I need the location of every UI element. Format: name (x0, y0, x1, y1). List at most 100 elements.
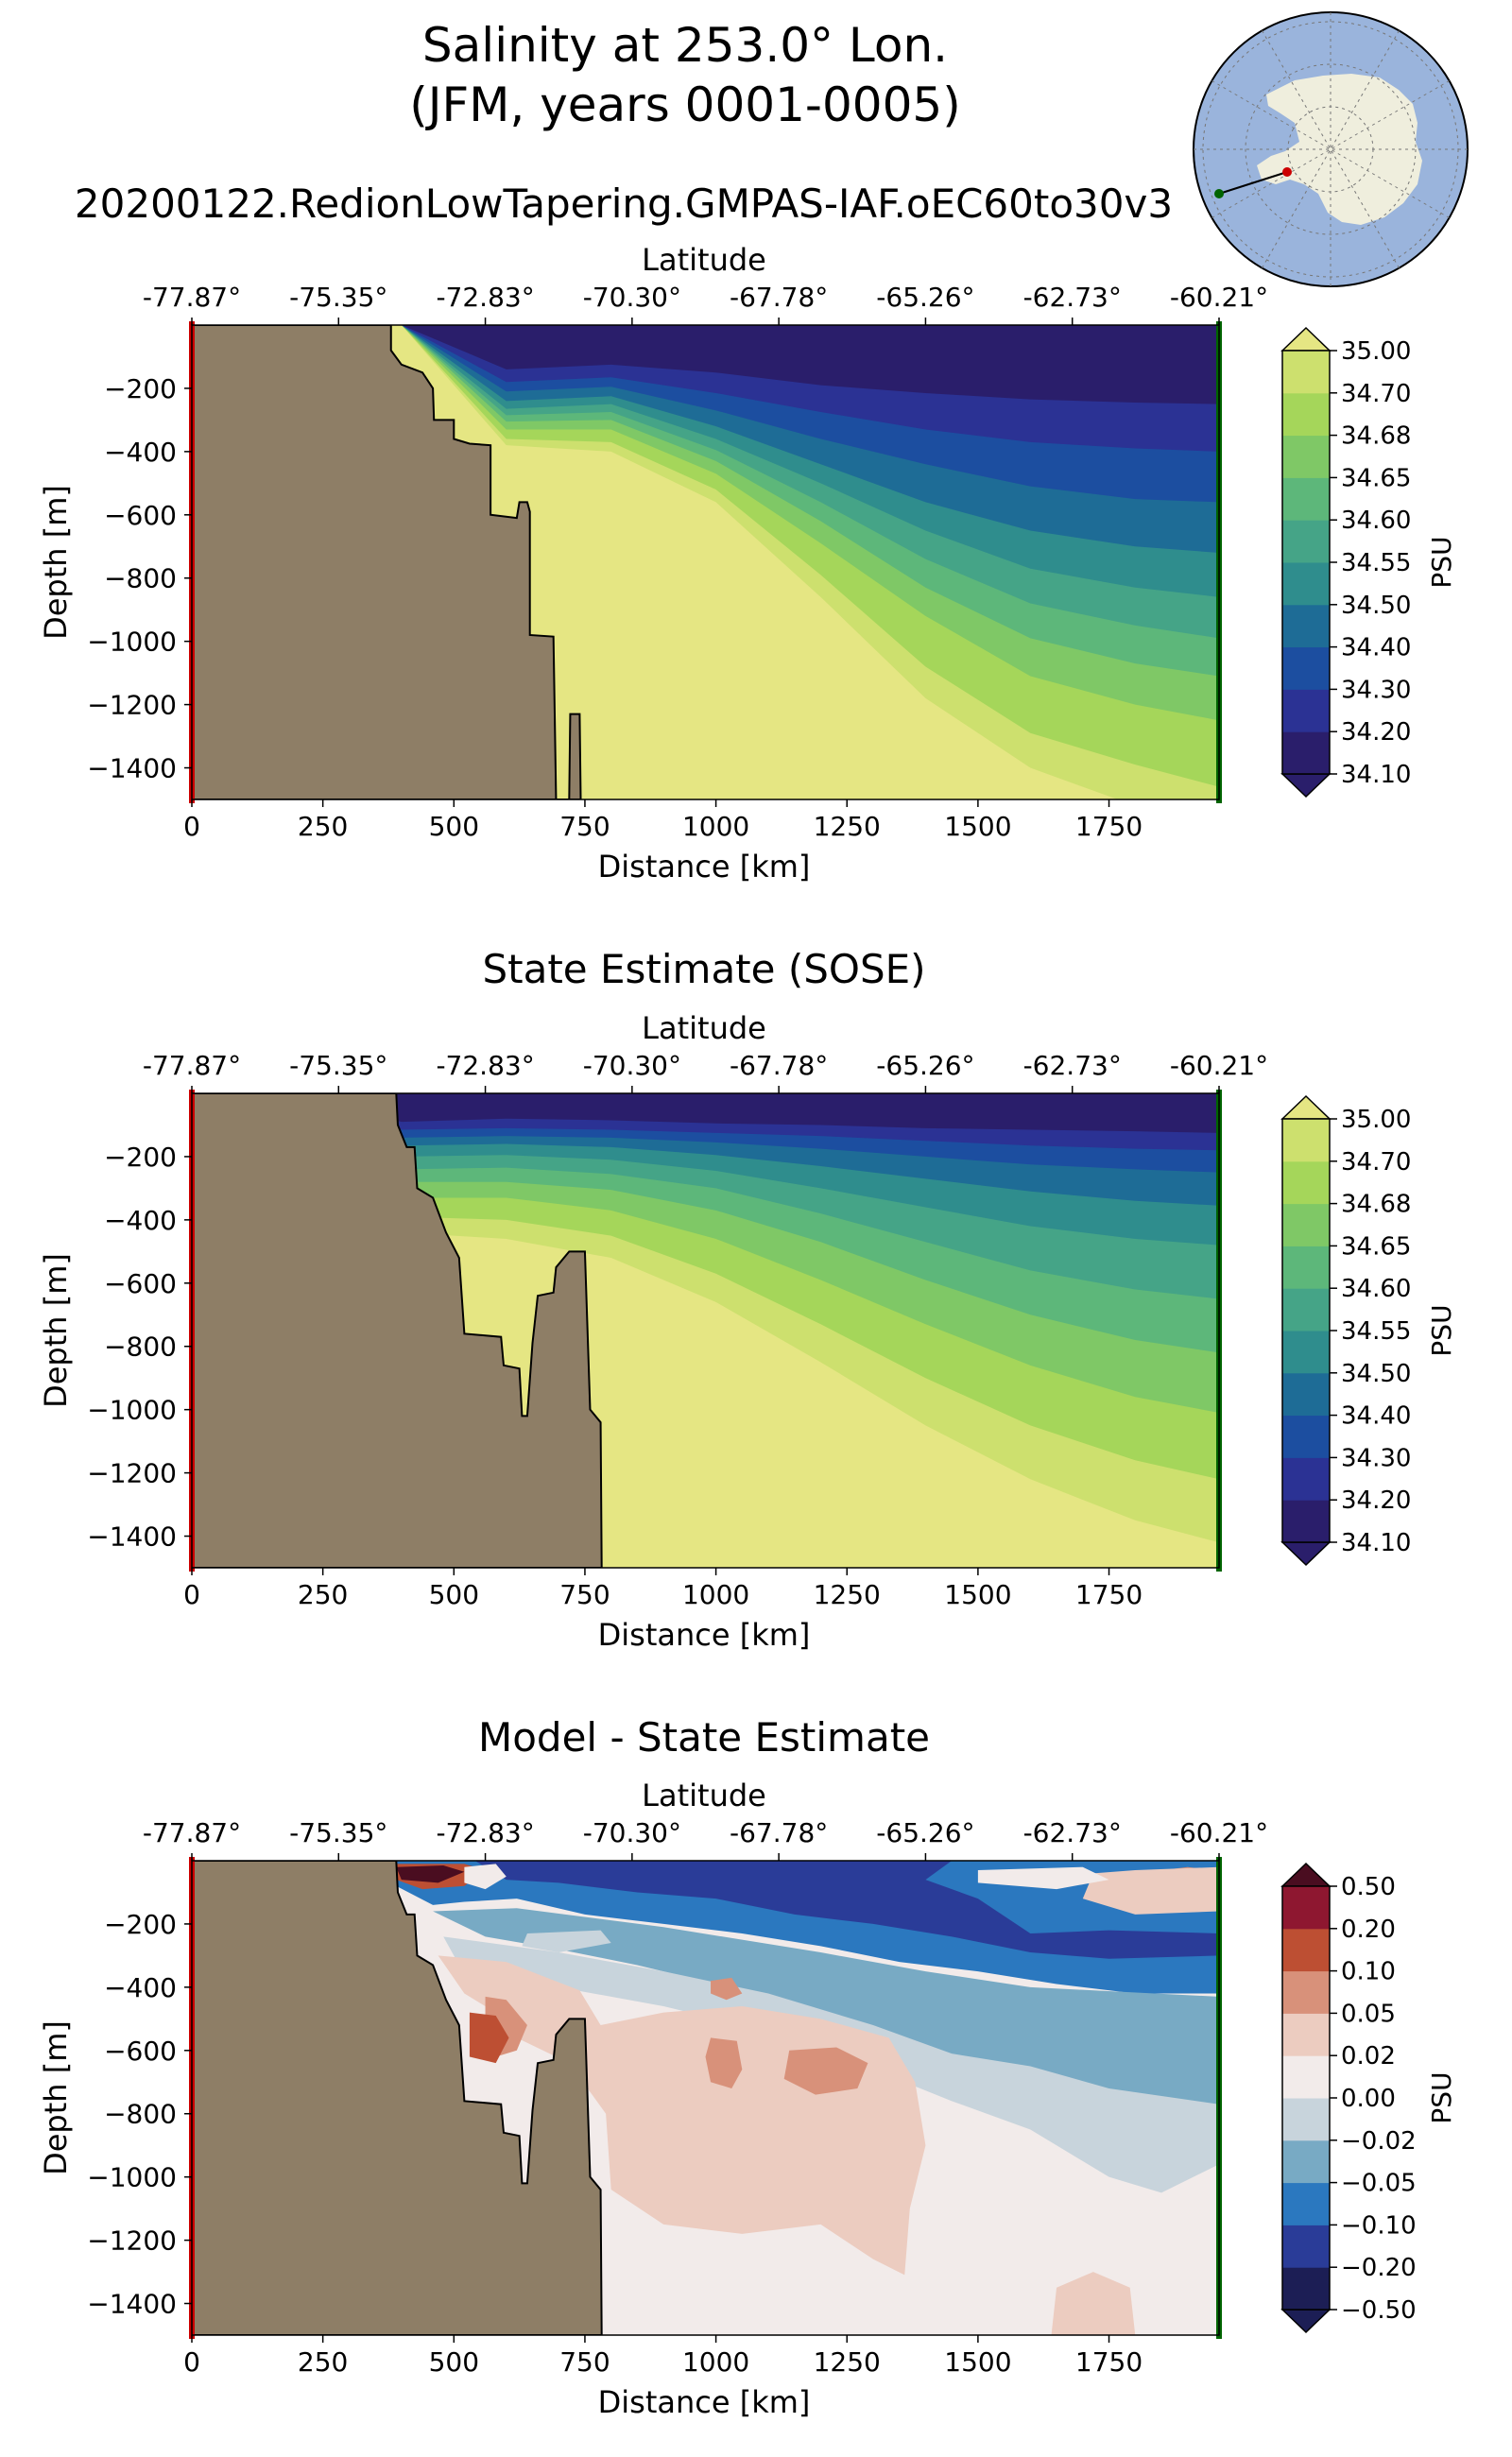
y-tick-label: −1200 (87, 690, 177, 721)
y-tick-label: −1200 (87, 1458, 177, 1489)
lat-tick-label: -60.21° (1170, 1050, 1268, 1081)
colorbar-swatch (1282, 1372, 1330, 1417)
colorbar-tick-label: −0.50 (1341, 2296, 1417, 2325)
x-tick-label: 500 (429, 2346, 479, 2378)
colorbar-label: PSU (1426, 2071, 1457, 2123)
y-tick-label: −200 (104, 373, 177, 404)
y-tick-label: −600 (104, 2036, 177, 2067)
y-tick-label: −800 (104, 2099, 177, 2130)
colorbar-tick-label: 34.40 (1341, 1402, 1411, 1431)
lat-tick-label: -75.35° (289, 1817, 387, 1848)
difference-region-17 (522, 1930, 611, 1953)
colorbar-tick-label: 0.10 (1341, 1958, 1396, 1986)
lat-tick-label: -72.83° (436, 1050, 534, 1081)
colorbar: −0.50 −0.20 −0.10 −0.05 −0.02 0.00 0.02 0.05 0.1… (1280, 1862, 1457, 2334)
difference-region-3 (443, 1936, 1219, 2193)
y-tick-label: −1400 (87, 1521, 177, 1553)
colorbar-tick-label: 0.20 (1341, 1916, 1396, 1944)
x-tick-label: 250 (298, 2346, 348, 2378)
y-axis-label: Depth [m] (38, 1253, 74, 1408)
x-tick-label: 0 (183, 1579, 200, 1610)
difference-region-12 (1082, 1866, 1219, 1915)
difference-region-1 (474, 1861, 1219, 1959)
colorbar-swatch (1282, 689, 1330, 732)
figure-title-line2: (JFM, years 0001-0005) (409, 77, 960, 132)
colorbar-extend-min (1280, 2309, 1332, 2334)
sose-salinity-panel: State Estimate (SOSE) 0 250 500 750 1000 1250 1… (38, 946, 1457, 1653)
x-tick-label: 1500 (944, 811, 1011, 842)
x-tick-label: 0 (183, 2346, 200, 2378)
lat-tick-label: -77.87° (143, 282, 241, 313)
colorbar-tick-label: 34.55 (1341, 549, 1411, 577)
y-tick-label: −1000 (87, 2162, 177, 2193)
land-bathymetry (192, 325, 582, 799)
land-bathymetry (192, 1861, 603, 2335)
model-salinity-panel: 20200122.RedionLowTapering.GMPAS-IAF.oEC… (38, 180, 1457, 885)
difference-region-8 (469, 2012, 509, 2064)
x-tick-label: 750 (559, 811, 610, 842)
colorbar-swatch (1282, 392, 1330, 437)
y-tick-label: −200 (104, 1142, 177, 1173)
y-axis-label: Depth [m] (38, 485, 74, 640)
colorbar-extend-max (1280, 1094, 1332, 1120)
top-axis-label: Latitude (642, 1778, 766, 1813)
colorbar-swatch (1282, 435, 1330, 478)
y-tick-label: −800 (104, 1332, 177, 1363)
colorbar-tick-label: 0.00 (1341, 2085, 1396, 2113)
x-tick-label: 1250 (814, 2346, 881, 2378)
salinity-band-0 (192, 1093, 1219, 1133)
y-tick-label: −1000 (87, 627, 177, 658)
colorbar-swatch (1282, 562, 1330, 606)
y-axis-label: Depth [m] (38, 2020, 74, 2175)
lat-tick-label: -60.21° (1170, 1817, 1268, 1848)
difference-region-0 (390, 1861, 1219, 1994)
colorbar-swatch (1282, 2225, 1330, 2268)
colorbar-swatch (1282, 1246, 1330, 1289)
x-tick-label: 1750 (1075, 1579, 1143, 1610)
colorbar-tick-label: 34.60 (1341, 507, 1411, 535)
lat-tick-label: -65.26° (876, 282, 974, 313)
x-tick-label: 750 (559, 2346, 610, 2378)
plot-frame (191, 324, 1220, 800)
colorbar-tick-label: 35.00 (1341, 1106, 1411, 1134)
lat-tick-label: -60.21° (1170, 282, 1268, 313)
x-axis-label: Distance [km] (598, 1617, 811, 1653)
lat-tick-label: -65.26° (876, 1817, 974, 1848)
y-tick-label: −1400 (87, 753, 177, 784)
colorbar-swatch (1282, 2055, 1330, 2099)
colorbar-swatch (1282, 1288, 1330, 1332)
colorbar-tick-label: −0.05 (1341, 2170, 1417, 2198)
colorbar-swatch (1282, 477, 1330, 521)
colorbar-tick-label: −0.10 (1341, 2211, 1417, 2240)
colorbar: 34.10 34.20 34.30 34.40 34.50 34.55 34.60 34.65… (1280, 326, 1457, 799)
colorbar-swatch (1282, 731, 1330, 775)
plot-frame (191, 1092, 1220, 1569)
land-bathymetry (192, 1093, 603, 1568)
colorbar-tick-label: 34.68 (1341, 422, 1411, 451)
x-tick-label: 1500 (944, 1579, 1011, 1610)
y-tick-label: −1000 (87, 1395, 177, 1426)
lat-tick-label: -72.83° (436, 282, 534, 313)
colorbar-tick-label: 34.30 (1341, 676, 1411, 704)
colorbar-swatch (1282, 1415, 1330, 1458)
colorbar-tick-label: 34.40 (1341, 634, 1411, 662)
colorbar-tick-label: 34.70 (1341, 380, 1411, 408)
colorbar-label: PSU (1426, 1304, 1457, 1356)
antarctic-section-location-map (1193, 11, 1469, 287)
y-tick-label: −800 (104, 563, 177, 594)
difference-region-15 (464, 1864, 507, 1890)
difference-salinity-panel: Model - State Estimate 0 250 500 750 1000 1250… (38, 1714, 1457, 2420)
y-tick-label: −600 (104, 500, 177, 531)
lat-tick-label: -70.30° (583, 1817, 681, 1848)
colorbar-swatch (1282, 1331, 1330, 1374)
y-tick-label: −600 (104, 1268, 177, 1299)
colorbar-tick-label: 34.68 (1341, 1191, 1411, 1219)
colorbar-tick-label: −0.02 (1341, 2127, 1417, 2156)
lat-tick-label: -62.73° (1023, 282, 1122, 313)
salinity-band-0 (192, 325, 1219, 404)
y-tick-label: −400 (104, 1972, 177, 2003)
x-tick-label: 1750 (1075, 2346, 1143, 2378)
figure-title-line1: Salinity at 253.0° Lon. (422, 18, 948, 73)
y-tick-label: −400 (104, 437, 177, 468)
difference-region-10 (1051, 2272, 1136, 2335)
